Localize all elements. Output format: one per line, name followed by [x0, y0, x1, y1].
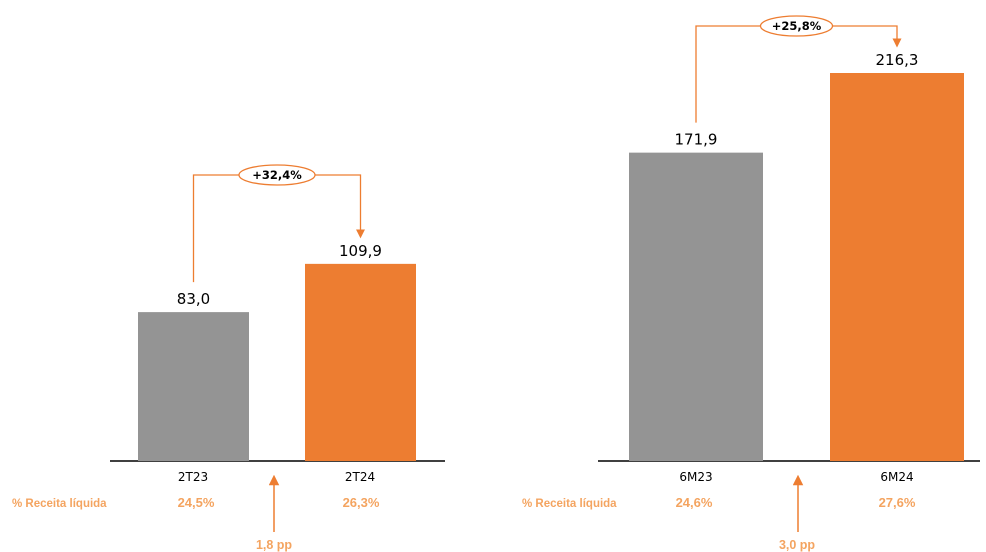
- margin-value: 24,6%: [676, 495, 713, 510]
- value-label: 216,3: [876, 51, 919, 69]
- chart-quarter: 83,0 109,9 2T23 2T24 +32,4% % Receita lí…: [12, 164, 445, 552]
- value-label: 83,0: [177, 290, 210, 308]
- margin-change-label: 1,8 pp: [256, 538, 292, 552]
- category-label: 6M24: [880, 470, 913, 484]
- bar-previous: [138, 312, 249, 461]
- bar-current: [305, 263, 416, 461]
- margin-value: 27,6%: [879, 495, 916, 510]
- chart-semester: 171,9 216,3 6M23 6M24 +25,8% % Receita l…: [522, 15, 980, 552]
- category-label: 6M23: [679, 470, 712, 484]
- growth-badge: [238, 164, 316, 186]
- bar-previous: [629, 152, 763, 461]
- margin-row-label: % Receita líquida: [522, 498, 617, 510]
- margin-row-label: % Receita líquida: [12, 498, 107, 510]
- margin-value: 26,3%: [343, 495, 380, 510]
- value-label: 109,9: [339, 242, 382, 260]
- category-label: 2T23: [178, 470, 208, 484]
- growth-label: +25,8%: [772, 19, 822, 33]
- margin-value: 24,5%: [178, 495, 215, 510]
- growth-badge: [759, 15, 834, 37]
- bar-current: [830, 73, 964, 461]
- margin-change-label: 3,0 pp: [779, 538, 815, 552]
- growth-label: +32,4%: [252, 168, 302, 182]
- value-label: 171,9: [675, 131, 718, 149]
- category-label: 2T24: [345, 470, 375, 484]
